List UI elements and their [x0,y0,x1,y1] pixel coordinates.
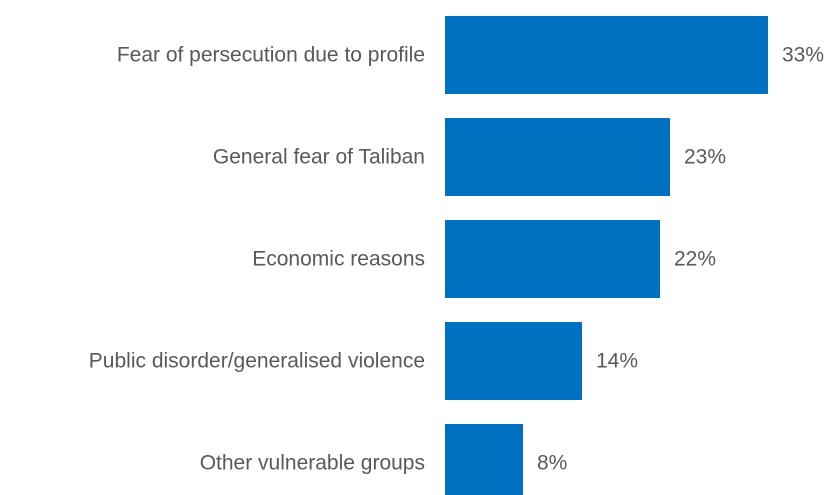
category-label: Public disorder/generalised violence [89,350,425,373]
bar [445,220,660,298]
value-label: 14% [596,350,638,373]
value-label: 8% [537,452,567,475]
bars [445,16,768,495]
category-label: Economic reasons [252,248,425,271]
value-labels: 33% 23% 22% 14% 8% [537,44,824,475]
bar [445,322,582,400]
category-labels: Fear of persecution due to profile Genera… [89,44,425,475]
category-label: Fear of persecution due to profile [117,44,425,67]
value-label: 33% [782,44,824,67]
category-label: General fear of Taliban [213,146,425,169]
bar [445,424,523,495]
bar [445,118,670,196]
value-label: 22% [674,248,716,271]
category-label: Other vulnerable groups [200,452,425,475]
bar [445,16,768,94]
value-label: 23% [684,146,726,169]
